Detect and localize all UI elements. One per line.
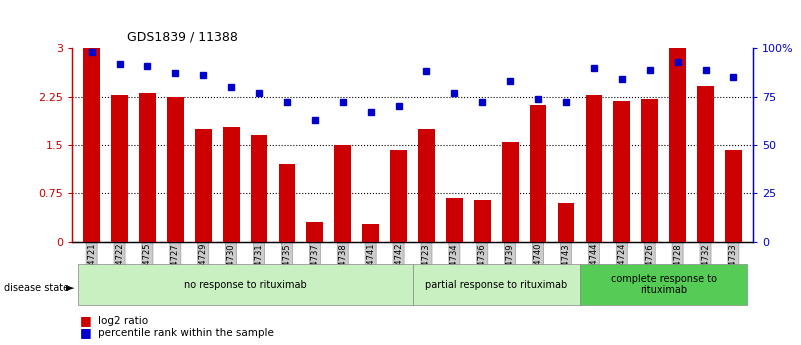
Bar <box>614 101 630 242</box>
Text: no response to rituximab: no response to rituximab <box>183 280 307 289</box>
Bar <box>557 203 574 241</box>
Bar <box>501 142 518 242</box>
Bar <box>446 198 463 241</box>
Bar <box>669 48 686 242</box>
Text: GDS1839 / 11388: GDS1839 / 11388 <box>127 30 237 43</box>
Bar <box>139 93 156 241</box>
Bar <box>474 200 491 242</box>
Bar <box>111 95 128 242</box>
Bar <box>83 48 100 242</box>
Bar <box>195 129 211 242</box>
Bar <box>307 222 324 242</box>
Bar <box>697 86 714 242</box>
Bar <box>334 145 351 242</box>
Text: disease state: disease state <box>4 283 69 293</box>
Text: partial response to rituximab: partial response to rituximab <box>425 280 567 289</box>
Bar <box>418 129 435 242</box>
Bar <box>725 150 742 241</box>
Bar <box>362 224 379 241</box>
Bar <box>586 95 602 241</box>
Bar <box>390 150 407 241</box>
Bar <box>223 127 239 242</box>
Bar <box>167 97 183 242</box>
Text: complete response to
rituximab: complete response to rituximab <box>610 274 717 295</box>
Bar <box>642 99 658 241</box>
Text: ■: ■ <box>80 314 92 327</box>
Text: percentile rank within the sample: percentile rank within the sample <box>98 328 274 338</box>
Bar <box>251 135 268 242</box>
Bar <box>279 164 296 242</box>
Text: ►: ► <box>66 283 74 293</box>
Text: log2 ratio: log2 ratio <box>98 316 148 326</box>
Bar <box>529 105 546 241</box>
Text: ■: ■ <box>80 326 92 339</box>
